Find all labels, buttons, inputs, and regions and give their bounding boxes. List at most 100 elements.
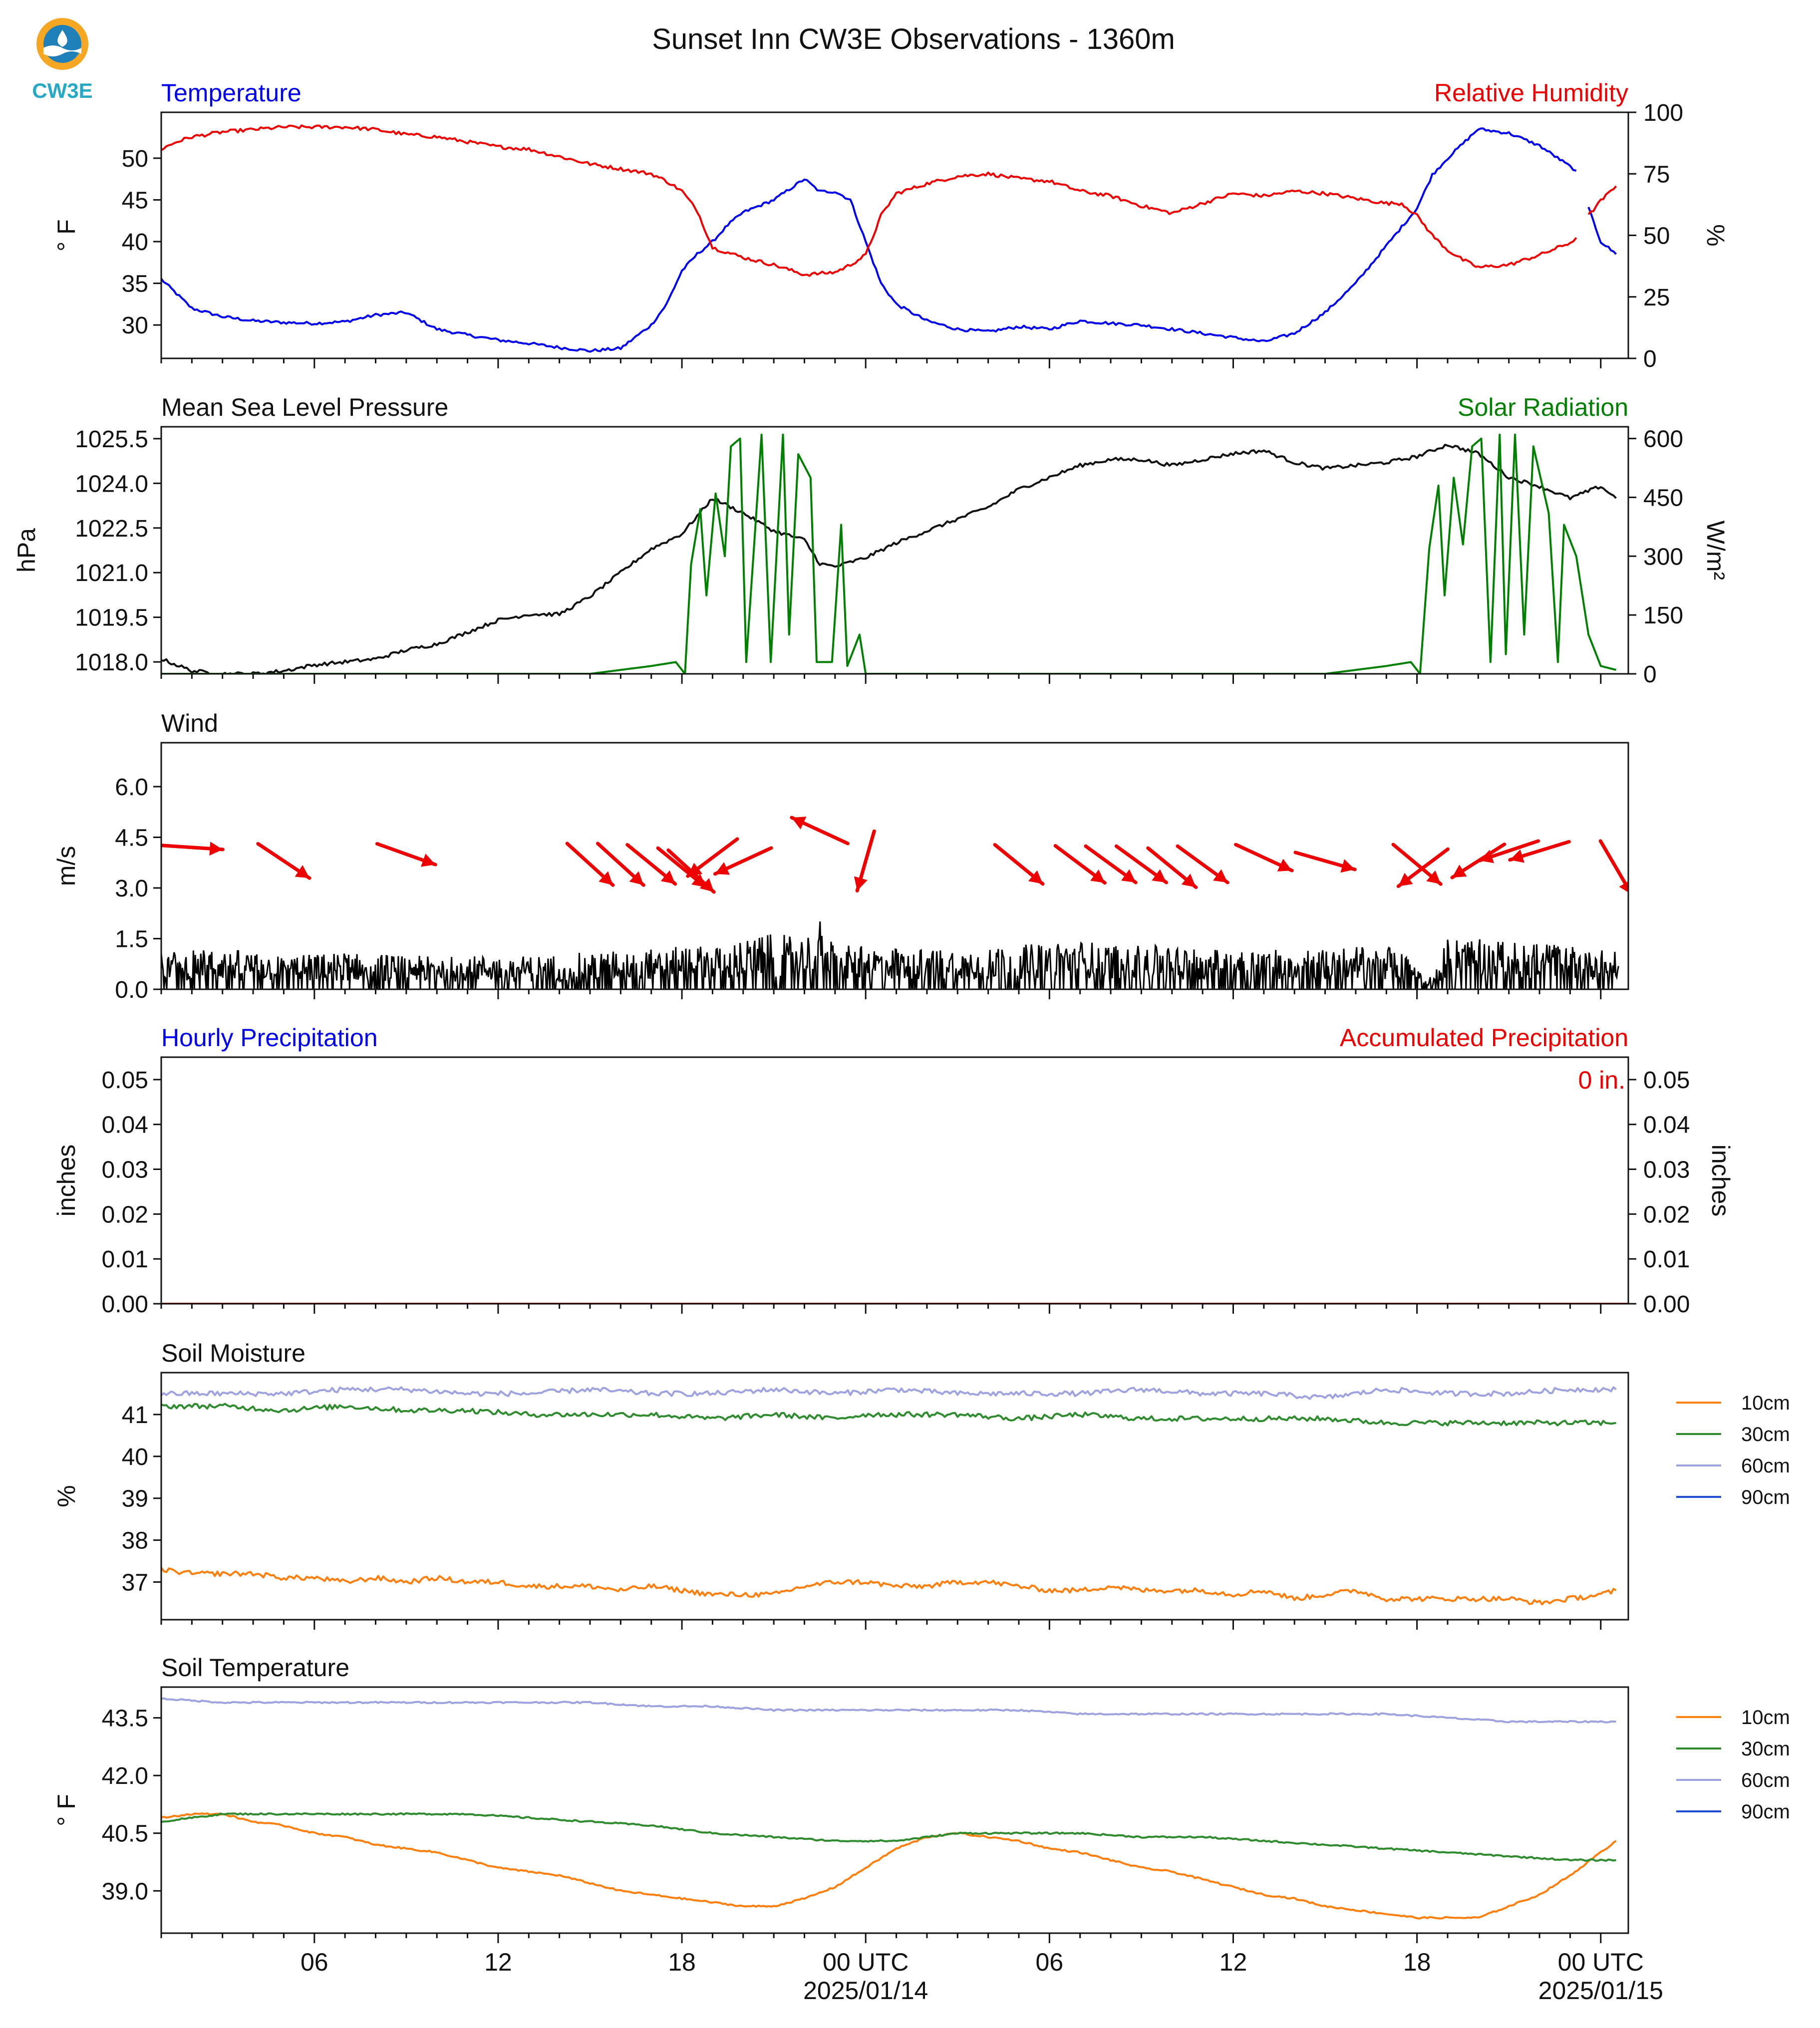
xtick-label: 18 (668, 1948, 696, 1976)
wind-arrow (993, 843, 1045, 886)
ytick-label: 40 (122, 1444, 148, 1470)
panel-title-left: Wind (161, 709, 218, 737)
wind-arrow (1176, 844, 1229, 884)
ytick-label: 42.0 (102, 1763, 148, 1789)
ytick-right-label: 25 (1643, 285, 1670, 311)
panel-precip: Hourly Precipitation Accumulated Precipit… (52, 1024, 1735, 1318)
wind-arrow (1053, 844, 1107, 885)
wind-arrow (625, 843, 677, 886)
panel-title-right: Relative Humidity (1434, 79, 1628, 107)
ylabel-right: % (1702, 224, 1730, 246)
legend-label: 60cm (1741, 1769, 1790, 1791)
ytick-label: 0.05 (102, 1067, 148, 1094)
plot-area (161, 433, 1617, 674)
panel-frame (160, 1686, 1629, 1934)
ytick-label: 35 (122, 271, 148, 297)
legend-label: 60cm (1741, 1455, 1790, 1477)
ytick-label: 43.5 (102, 1706, 148, 1732)
wind-arrow (565, 842, 615, 887)
ytick-right-label: 0.01 (1643, 1246, 1690, 1273)
panel-title-left: Hourly Precipitation (161, 1024, 378, 1052)
logo-wave (43, 45, 81, 56)
series-line-temp-1 (1587, 207, 1617, 255)
ytick-label: 0.04 (102, 1112, 148, 1139)
panel-title-left: Soil Moisture (161, 1339, 305, 1367)
panel-title-right: Accumulated Precipitation (1340, 1024, 1628, 1052)
series-line-10cm (161, 1567, 1617, 1606)
plot-area (161, 816, 1628, 989)
panel-soilt: Soil Temperature 39.0 40.5 42.0 43.5 ° F 10cm 3… (52, 1654, 1790, 1943)
xtick-label: 18 (1403, 1948, 1431, 1976)
ytick-right-label: 150 (1643, 602, 1683, 629)
ytick-label: 50 (122, 146, 148, 172)
panel-title-left: Temperature (161, 79, 302, 107)
series-line-30cm (161, 1812, 1616, 1862)
panel-wind: Wind 0.0 1.5 3.0 4.5 6.0 m/s (52, 709, 1629, 1003)
ytick-right-label: 0 (1643, 346, 1657, 372)
ytick-label: 4.5 (115, 825, 148, 851)
wind-arrow (161, 842, 225, 856)
wind-arrow (1396, 847, 1450, 888)
panel-temp: Temperature Relative Humidity 30 35 40 45 50 0 2… (52, 79, 1730, 372)
xtick-label: 06 (301, 1948, 328, 1976)
xtick-label: 06 (1036, 1948, 1064, 1976)
ytick-label: 40 (122, 229, 148, 256)
ytick-label: 38 (122, 1528, 148, 1554)
ylabel: m/s (52, 846, 80, 886)
legend-label: 10cm (1741, 1392, 1790, 1414)
series-line-press-0 (161, 444, 1617, 674)
ytick-label: 39 (122, 1486, 148, 1512)
panels: Temperature Relative Humidity 30 35 40 45 50 0 2… (12, 79, 1790, 1943)
figure-title: Sunset Inn CW3E Observations - 1360m (652, 23, 1175, 55)
wind-arrow (1234, 843, 1294, 872)
panel-soilm: Soil Moisture 37 38 39 40 41% 10cm 30cm 60cm 90cm (52, 1339, 1790, 1630)
ytick-label: 30 (122, 312, 148, 339)
legend-label: 90cm (1741, 1801, 1790, 1823)
wind-arrow (656, 846, 708, 889)
series-line-60cm (161, 1697, 1616, 1724)
ytick-right-label: 100 (1643, 100, 1683, 126)
ytick-label: 45 (122, 187, 148, 214)
wind-arrow (1598, 839, 1628, 892)
plot-area (161, 124, 1617, 353)
series-line-temp-3 (1587, 185, 1617, 215)
logo-text: CW3E (32, 79, 92, 102)
panel-title-right: Solar Radiation (1458, 393, 1628, 421)
cw3e-logo: CW3E (32, 18, 93, 102)
ytick-label: 40.5 (102, 1821, 148, 1847)
panel-frame (160, 742, 1629, 990)
ytick-right-label: 450 (1643, 485, 1683, 511)
xtick-date-label: 2025/01/14 (803, 1977, 928, 2005)
panel-frame (160, 111, 1629, 359)
ytick-label: 0.01 (102, 1246, 148, 1273)
plot-area (161, 1697, 1617, 1920)
series-line-press-1 (161, 433, 1616, 674)
legend: 10cm 30cm 60cm 90cm (1676, 1392, 1790, 1508)
ytick-label: 3.0 (115, 875, 148, 902)
wind-arrow (790, 816, 850, 846)
wind-arrow (1293, 851, 1357, 873)
ytick-label: 41 (122, 1402, 148, 1429)
panel-frame (160, 1372, 1629, 1621)
ytick-label: 1025.5 (75, 426, 148, 453)
xtick-label: 12 (1219, 1948, 1247, 1976)
accumulated-total: 0 in. (1578, 1066, 1625, 1094)
legend-label: 30cm (1741, 1738, 1790, 1760)
ytick-label: 0.03 (102, 1157, 148, 1183)
xtick-label: 00 UTC (823, 1948, 909, 1976)
ytick-label: 1018.0 (75, 649, 148, 676)
wind-arrow (1391, 843, 1443, 886)
wind-arrow (1146, 846, 1198, 889)
wind-arrow (713, 846, 773, 876)
ytick-label: 39.0 (102, 1878, 148, 1905)
panel-title-left: Mean Sea Level Pressure (161, 393, 448, 421)
ytick-right-label: 600 (1643, 426, 1683, 453)
wind-arrow (854, 829, 876, 892)
legend-label: 10cm (1741, 1707, 1790, 1729)
ylabel: hPa (12, 528, 40, 573)
ytick-right-label: 50 (1643, 223, 1670, 250)
ytick-label: 1022.5 (75, 516, 148, 542)
ytick-label: 0.00 (102, 1291, 148, 1318)
series-line-10cm (161, 1812, 1617, 1920)
